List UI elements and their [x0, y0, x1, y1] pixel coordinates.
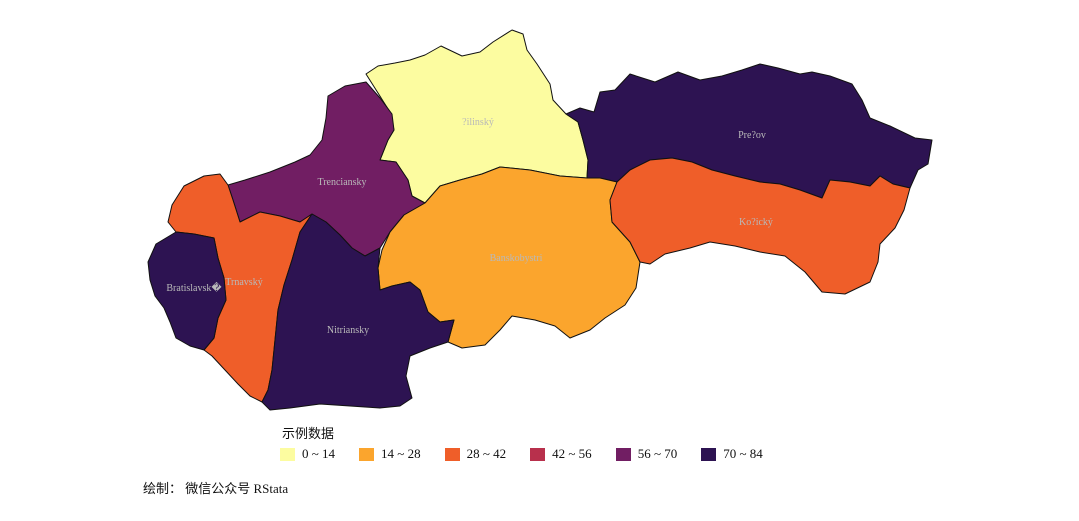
slovakia-map: ?ilinský Pre?ov Trenciansky Banskobystri… [147, 29, 933, 411]
legend-swatch [280, 447, 295, 461]
legend-item: 0 ~ 14 [280, 446, 335, 462]
legend-label: 42 ~ 56 [552, 446, 592, 461]
region-label-nitriansky: Nitriansky [327, 325, 369, 336]
legend-label: 28 ~ 42 [466, 446, 507, 461]
region-label-trenciansky: Trenciansky [317, 177, 366, 188]
legend-swatch [615, 447, 631, 461]
legend-item: 28 ~ 42 [444, 446, 507, 462]
legend-label: 14 ~ 28 [381, 446, 421, 461]
region-label-zilinsky: ?ilinský [462, 117, 494, 128]
legend-item: 56 ~ 70 [615, 446, 678, 462]
legend-swatch [444, 447, 460, 461]
legend-title: 示例数据 [282, 426, 335, 441]
region-label-kosicky: Ko?ický [739, 217, 773, 228]
region-label-bratislavsky: Bratislavsk� [166, 281, 222, 294]
caption: 绘制： 微信公众号 RStata [143, 481, 289, 496]
region-bratislavsky [147, 231, 227, 351]
region-label-banskobystricky: Banskobystri [490, 253, 543, 264]
region-kosicky [609, 157, 911, 295]
region-nitriansky [261, 213, 455, 411]
legend-swatch [530, 447, 546, 461]
region-label-trnavsky: Trnavský [225, 277, 262, 288]
legend-swatch [701, 447, 717, 461]
legend-items: 0 ~ 14 14 ~ 28 28 ~ 42 42 ~ 56 56 ~ 70 7… [280, 446, 787, 462]
legend-label: 70 ~ 84 [723, 446, 763, 461]
legend-item: 14 ~ 28 [359, 446, 421, 462]
legend-item: 42 ~ 56 [530, 446, 592, 462]
legend-item: 70 ~ 84 [701, 446, 763, 462]
region-label-presov: Pre?ov [738, 130, 766, 141]
legend-swatch [359, 447, 375, 461]
legend-label: 0 ~ 14 [302, 446, 336, 461]
legend-label: 56 ~ 70 [637, 446, 678, 461]
region-trnavsky [167, 173, 313, 403]
legend: 示例数据 0 ~ 14 14 ~ 28 28 ~ 42 42 ~ 56 56 ~… [280, 426, 787, 462]
